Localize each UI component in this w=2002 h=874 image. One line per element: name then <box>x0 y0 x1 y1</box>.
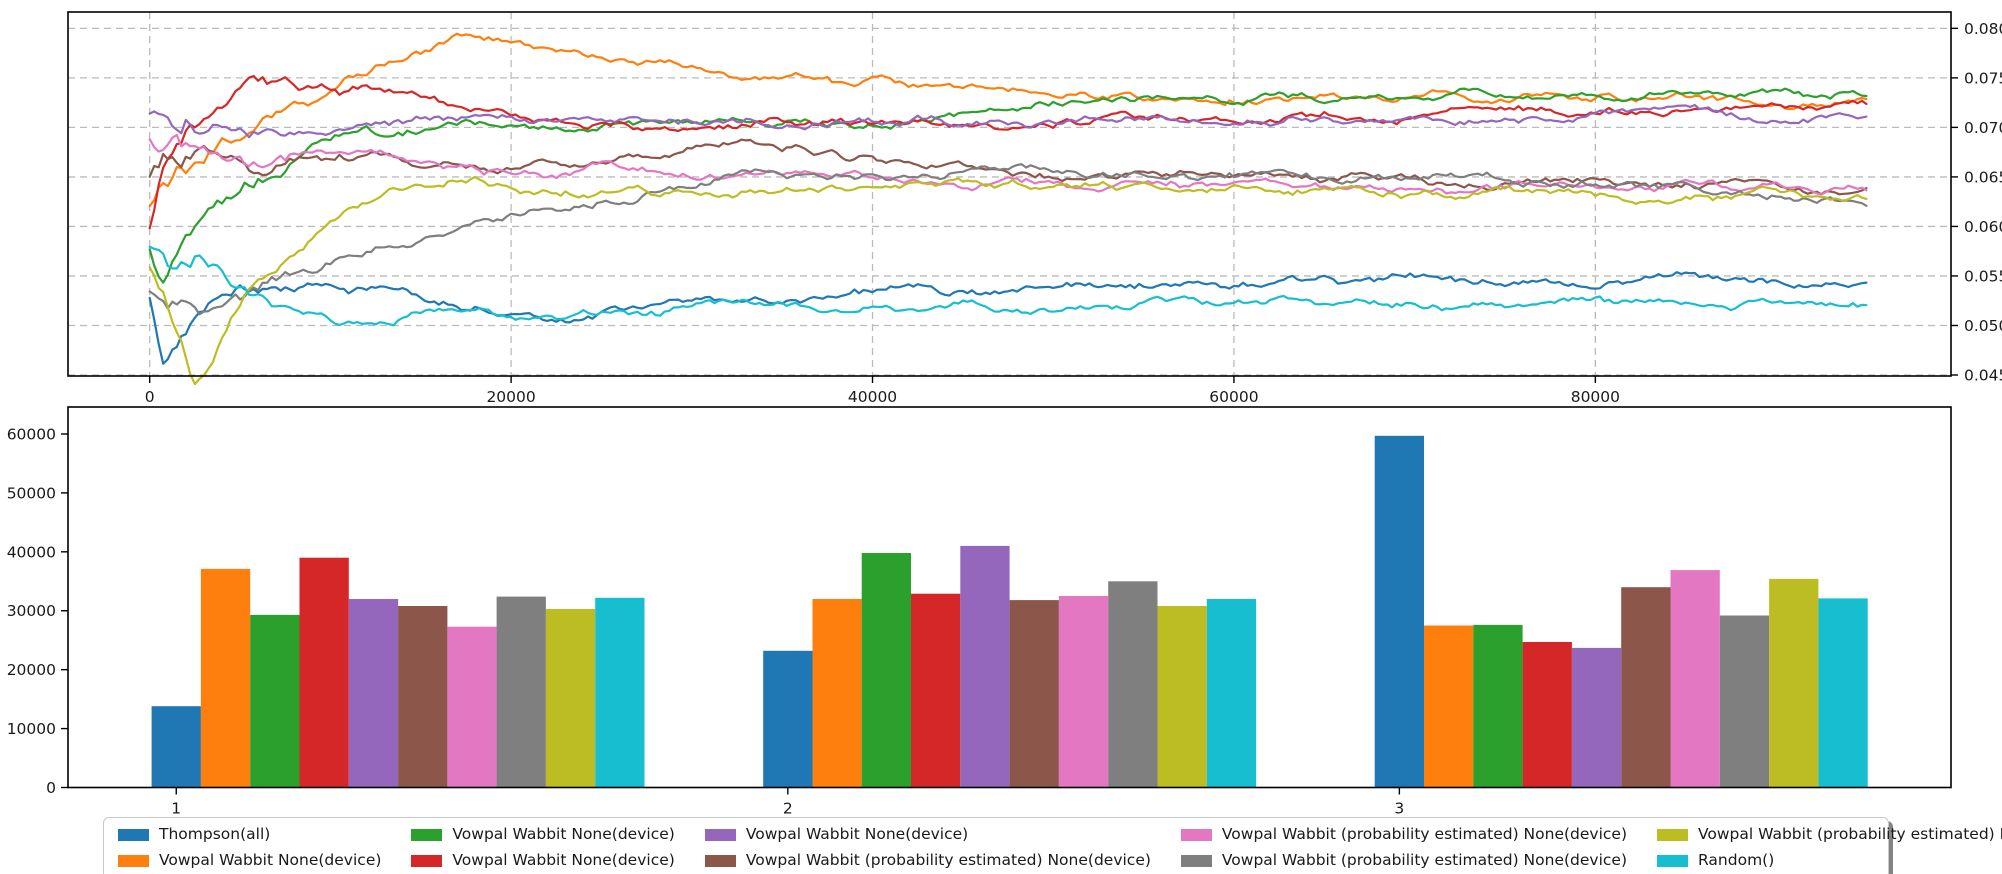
series-line-4 <box>148 103 1868 139</box>
series-line-0 <box>148 271 1868 365</box>
x-tick-label: 2 <box>783 800 793 818</box>
y-tick-label: 0.075 <box>1964 69 2002 87</box>
x-tick-label: 80000 <box>1571 388 1620 406</box>
bar-group3-series9 <box>1818 598 1868 788</box>
bar-group3-series1 <box>1424 625 1474 788</box>
series-line-2 <box>148 87 1868 284</box>
legend-color-swatch <box>118 829 149 841</box>
legend-label: Vowpal Wabbit (probability estimated) No… <box>1698 825 2002 844</box>
legend-item: Random() <box>1657 850 2002 872</box>
y-tick-label: 40000 <box>7 543 56 561</box>
bar-group2-series3 <box>911 593 961 788</box>
bar-group1-series5 <box>398 606 448 788</box>
legend-item: Vowpal Wabbit None(device) <box>704 824 1151 846</box>
bar-group2-series2 <box>861 553 911 788</box>
bar-group3-series8 <box>1769 578 1819 788</box>
bar-group1-series1 <box>200 568 251 788</box>
y-tick-label: 60000 <box>7 425 56 443</box>
legend-item: Vowpal Wabbit None(device) <box>411 850 675 872</box>
bar-group1-series2 <box>250 614 300 788</box>
x-tick-label: 3 <box>1394 800 1404 818</box>
legend-item: Thompson(all) <box>118 824 381 846</box>
legend-item: Vowpal Wabbit (probability estimated) No… <box>1657 824 2002 846</box>
legend-color-swatch <box>1180 829 1212 841</box>
bar-group2-series1 <box>812 599 862 788</box>
legend-color-swatch <box>411 855 443 867</box>
legend-color-swatch <box>118 855 149 867</box>
bar-group3-series4 <box>1571 647 1622 788</box>
x-tick-label: 1 <box>171 800 181 818</box>
y-tick-label: 0.060 <box>1964 218 2002 236</box>
bar-group1-series3 <box>299 557 349 788</box>
bar-group3-series7 <box>1719 615 1770 788</box>
bar-group1-series7 <box>496 596 546 788</box>
legend-label: Vowpal Wabbit None(device) <box>745 825 969 844</box>
y-tick-label: 0.080 <box>1964 20 2002 38</box>
series-line-7 <box>148 163 1868 316</box>
y-tick-label: 20000 <box>7 661 56 679</box>
y-tick-label: 0.050 <box>1964 317 2002 335</box>
legend-item: Vowpal Wabbit (probability estimated) No… <box>1180 850 1627 872</box>
legend-item: Vowpal Wabbit None(device) <box>411 824 675 846</box>
bar-group1-series4 <box>348 599 399 788</box>
bottom-plot-border <box>67 406 1952 789</box>
bar-group2-series4 <box>960 545 1010 788</box>
legend: Thompson(all) Vowpal Wabbit None(device) V… <box>103 817 2002 874</box>
y-tick-label: 0 <box>46 779 56 797</box>
series-line-5 <box>148 138 1868 196</box>
legend-item: Vowpal Wabbit (probability estimated) No… <box>1180 824 1627 846</box>
y-tick-label: 50000 <box>7 484 56 502</box>
x-tick-label: 20000 <box>486 388 535 406</box>
bar-group3-series5 <box>1621 587 1671 788</box>
y-tick-label: 10000 <box>7 720 56 738</box>
bar-group2-series9 <box>1206 599 1257 788</box>
legend-label: Vowpal Wabbit (probability estimated) No… <box>1221 825 1627 844</box>
bar-group2-series6 <box>1058 596 1109 788</box>
legend-label: Vowpal Wabbit None(device) <box>452 851 675 870</box>
bar-group2-series5 <box>1009 600 1059 788</box>
bar-group1-series6 <box>447 626 497 788</box>
legend-color-swatch <box>1657 855 1688 867</box>
legend-color-swatch <box>704 829 736 841</box>
bar-group2-series0 <box>763 650 813 788</box>
legend-color-swatch <box>1180 855 1212 867</box>
series-line-6 <box>148 133 1868 196</box>
series-line-8 <box>148 175 1868 386</box>
legend-color-swatch <box>411 829 443 841</box>
series-line-1 <box>148 32 1868 208</box>
x-tick-label: 60000 <box>1209 388 1258 406</box>
bar-group3-series6 <box>1670 570 1720 788</box>
y-tick-label: 0.065 <box>1964 168 2002 186</box>
bar-group2-series8 <box>1157 606 1207 788</box>
bar-group3-series3 <box>1522 642 1572 788</box>
bar-group1-series0 <box>151 706 201 788</box>
legend-label: Vowpal Wabbit None(device) <box>452 825 675 844</box>
legend-label: Vowpal Wabbit (probability estimated) No… <box>745 851 1151 870</box>
bar-group3-series0 <box>1374 435 1424 788</box>
y-tick-label: 30000 <box>7 602 56 620</box>
legend-label: Thompson(all) <box>159 825 271 844</box>
x-tick-label: 0 <box>145 388 155 406</box>
y-tick-label: 0.045 <box>1964 367 2002 385</box>
y-tick-label: 0.070 <box>1964 119 2002 137</box>
bar-group1-series8 <box>545 609 596 788</box>
legend-label: Vowpal Wabbit None(device) <box>159 851 382 870</box>
legend-item: Vowpal Wabbit (probability estimated) No… <box>704 850 1151 872</box>
bar-group1-series9 <box>595 597 645 788</box>
legend-item: Vowpal Wabbit None(device) <box>118 850 381 872</box>
bar-group2-series7 <box>1108 581 1158 788</box>
top-plot-border <box>67 11 1952 377</box>
legend-label: Random() <box>1698 851 1775 870</box>
legend-color-swatch <box>1657 829 1688 841</box>
legend-color-swatch <box>704 855 736 867</box>
series-line-3 <box>148 74 1868 230</box>
series-line-9 <box>148 245 1868 327</box>
x-tick-label: 40000 <box>848 388 897 406</box>
y-tick-label: 0.055 <box>1964 267 2002 285</box>
legend-label: Vowpal Wabbit (probability estimated) No… <box>1221 851 1627 870</box>
bar-group3-series2 <box>1473 624 1523 788</box>
